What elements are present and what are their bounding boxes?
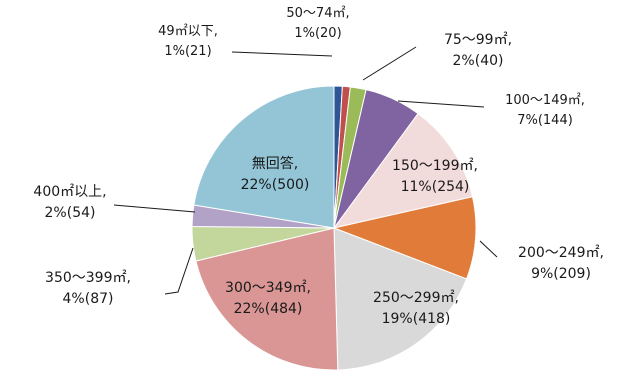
leader-lines bbox=[113, 46, 498, 295]
leader-line-200-249m2 bbox=[479, 240, 498, 258]
leader-line-350-399m2 bbox=[164, 247, 194, 295]
slice-unanswered bbox=[193, 85, 335, 229]
slice-300-349m2 bbox=[195, 227, 339, 371]
slice-label-300-349m2: 300～349㎡, 22%(484) bbox=[225, 280, 311, 317]
leader-line-400m2 bbox=[113, 204, 196, 213]
slice-label-200-249m2: 200～249㎡, 9%(209) bbox=[518, 245, 604, 282]
slice-200-249m2 bbox=[332, 196, 477, 280]
slice-label-250-299m2: 250～299㎡, 19%(418) bbox=[373, 290, 459, 327]
leader-line-49m2 bbox=[231, 51, 333, 57]
slice-label-unanswered: 無回答, 22%(500) bbox=[241, 155, 310, 193]
slice-150-199m2 bbox=[332, 112, 474, 229]
slice-label-49m2: 49㎡以下, 1%(21) bbox=[158, 24, 218, 59]
slice-250-299m2 bbox=[333, 227, 468, 371]
slice-label-150-199m2: 150～199㎡, 11%(254) bbox=[392, 158, 478, 195]
slice-labels: 49㎡以下, 1%(21) 50～74㎡, 1%(20) 75～99㎡, 2%(40) 10… bbox=[33, 6, 604, 327]
slice-label-400m2: 400㎡以上, 2%(54) bbox=[33, 184, 106, 221]
slice-label-100-149m2: 100～149㎡, 7%(144) bbox=[505, 93, 585, 128]
leader-line-100-149m2 bbox=[397, 100, 485, 108]
leader-line-75-99m2 bbox=[362, 46, 417, 81]
slice-label-50-74m2: 50～74㎡, 1%(20) bbox=[286, 6, 349, 41]
slice-label-75-99m2: 75～99㎡, 2%(40) bbox=[444, 32, 512, 69]
slice-label-350-399m2: 350～399㎡, 4%(87) bbox=[45, 270, 131, 307]
pie-slices bbox=[191, 85, 477, 371]
